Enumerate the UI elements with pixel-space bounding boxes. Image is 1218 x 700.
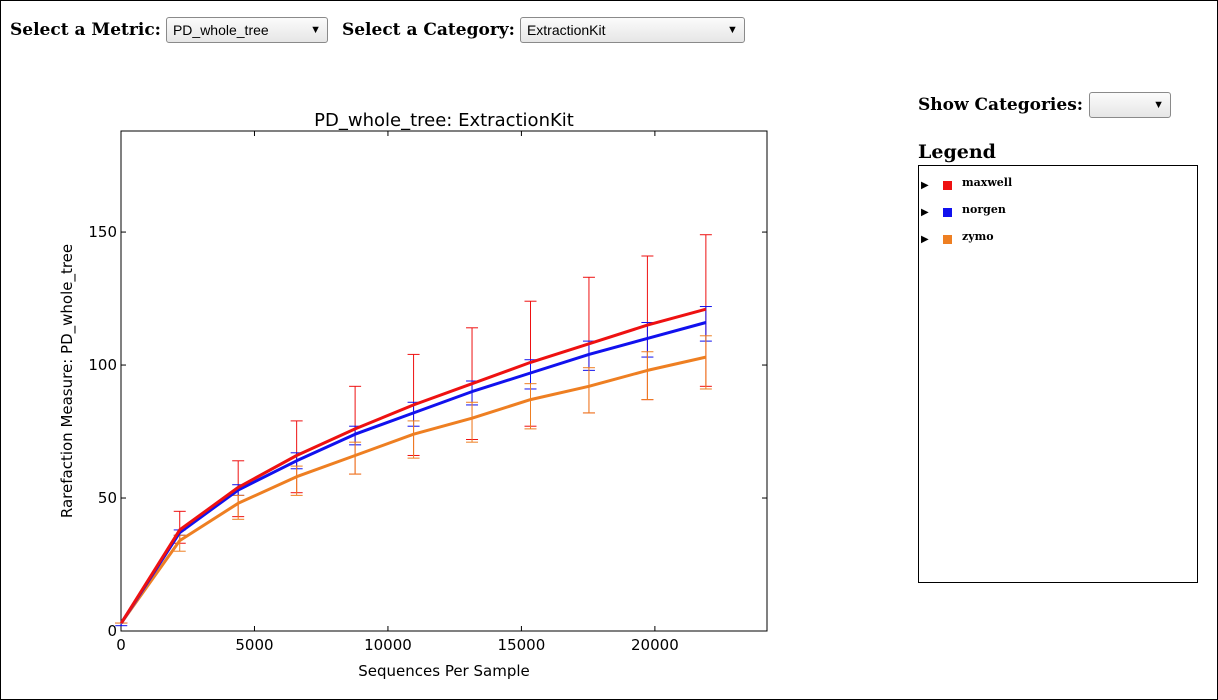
legend-label-maxwell: maxwell <box>962 176 1013 189</box>
show-categories-select[interactable]: ▼ <box>1089 92 1172 118</box>
x-tick-label: 0 <box>116 636 126 654</box>
legend-title: Legend <box>918 141 996 163</box>
x-tick-label: 10000 <box>364 636 412 654</box>
controls-bar: Select a Metric: PD_whole_tree ▼ Select … <box>10 16 745 44</box>
chevron-down-icon: ▼ <box>727 24 738 36</box>
legend-swatch-maxwell <box>943 181 952 190</box>
x-tick-label: 20000 <box>631 636 679 654</box>
x-tick-label: 5000 <box>235 636 273 654</box>
legend-label-zymo: zymo <box>962 230 994 243</box>
y-axis-label: Rarefaction Measure: PD_whole_tree <box>58 244 77 518</box>
category-select-value: ExtractionKit <box>526 22 606 38</box>
series-line-norgen <box>120 321 707 624</box>
expand-triangle-icon[interactable]: ▶ <box>921 180 929 191</box>
y-tick-label: 100 <box>88 356 117 374</box>
metric-select-value: PD_whole_tree <box>172 22 269 38</box>
metric-select[interactable]: PD_whole_tree ▼ <box>165 17 328 43</box>
show-categories-label: Show Categories: <box>918 95 1084 115</box>
y-tick-label: 150 <box>88 223 117 241</box>
chart-title: PD_whole_tree: ExtractionKit <box>314 110 574 131</box>
x-tick-label: 15000 <box>498 636 546 654</box>
y-tick-label: 0 <box>107 622 117 640</box>
show-categories: Show Categories: ▼ <box>918 92 1172 118</box>
legend-item-norgen[interactable]: ▶ norgen <box>919 199 1197 226</box>
category-select[interactable]: ExtractionKit ▼ <box>519 17 745 43</box>
legend-swatch-zymo <box>943 235 952 244</box>
series-line-maxwell <box>120 307 707 624</box>
legend-label-norgen: norgen <box>962 203 1006 216</box>
category-label: Select a Category: <box>341 20 515 40</box>
y-tick-label: 50 <box>98 489 117 507</box>
series-line-zymo <box>120 355 707 624</box>
legend-swatch-norgen <box>943 208 952 217</box>
plot-frame <box>120 130 768 632</box>
expand-triangle-icon[interactable]: ▶ <box>921 207 929 218</box>
plot-area: 0 5000 10000 15000 20000 0 50 100 150 <box>88 130 768 654</box>
chevron-down-icon: ▼ <box>310 24 321 36</box>
legend-item-zymo[interactable]: ▶ zymo <box>919 226 1197 253</box>
metric-label: Select a Metric: <box>10 20 161 40</box>
legend-box: ▶ maxwell ▶ norgen ▶ zymo <box>918 165 1198 583</box>
legend-item-maxwell[interactable]: ▶ maxwell <box>919 172 1197 199</box>
x-axis-label: Sequences Per Sample <box>358 662 530 680</box>
chevron-down-icon: ▼ <box>1153 99 1165 111</box>
expand-triangle-icon[interactable]: ▶ <box>921 234 929 245</box>
